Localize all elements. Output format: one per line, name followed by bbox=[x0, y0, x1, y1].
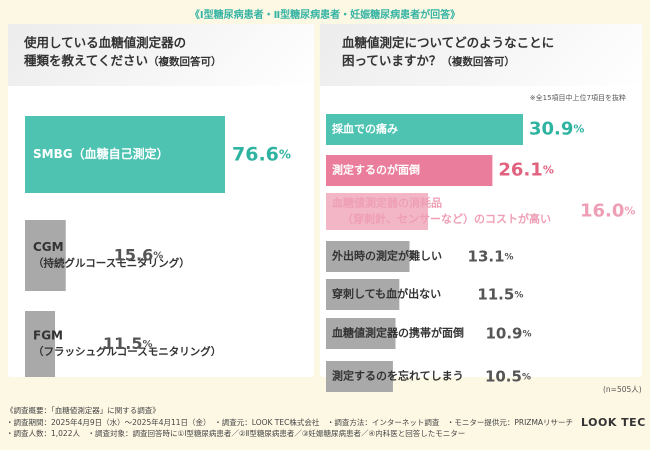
right-bar-3 bbox=[326, 241, 410, 272]
right-bar-label-2-1: （穿刺針、センサーなど）のコストが高い bbox=[342, 212, 551, 226]
right-value-label-6: 10.5% bbox=[485, 367, 531, 385]
right-bar-label-1-0: 測定するのが面倒 bbox=[332, 163, 420, 177]
left-bar-label-1-0: CGM bbox=[33, 240, 64, 254]
sample-size-label: (n=505人) bbox=[603, 385, 642, 394]
right-value-label-4: 11.5% bbox=[477, 285, 523, 303]
left-bar-label-2-1: （フラッシュグルコースモニタリング） bbox=[33, 345, 221, 358]
survey-footer: 《調査概要：「血糖値測定器」に関する調査》 ・調査期間：2025年4月9日（水）… bbox=[6, 405, 646, 440]
right-question-line1: 血糖値測定についてどのようなことに bbox=[342, 35, 555, 50]
left-bar-label-1-1: （持続グルコースモニタリング） bbox=[33, 257, 190, 270]
top7-note: ※全15項目中上位7項目を抜粋 bbox=[529, 94, 626, 102]
left-bar-2 bbox=[25, 311, 56, 377]
left-bar-label-2-0: FGM bbox=[33, 329, 63, 343]
right-question-line2-wrap: 困っていますか？（複数回答可） bbox=[342, 52, 554, 71]
right-bar-label-0-0: 採血での痛み bbox=[332, 122, 398, 136]
left-question-line1: 使用している血糖値測定器の bbox=[24, 35, 187, 50]
brand-logo-text: LOOK TEC bbox=[581, 416, 646, 429]
left-question-suffix: （複数回答可） bbox=[148, 56, 222, 68]
right-bar-1 bbox=[326, 155, 493, 186]
right-question-suffix: （複数回答可） bbox=[441, 56, 515, 68]
right-bar-label-6-0: 測定するのを忘れてしまう bbox=[332, 369, 464, 383]
right-bar-5 bbox=[326, 318, 396, 349]
right-bar-label-3-0: 外出時の測定が難しい bbox=[331, 249, 442, 263]
left-panel: 使用している血糖値測定器の 種類を教えてください（複数回答可） bbox=[8, 24, 314, 377]
right-value-label-2: 16.0% bbox=[580, 201, 635, 222]
right-value-label-1: 26.1% bbox=[498, 160, 553, 181]
footer-line3: ・調査人数：1,022人 ・調査対象：調査回答時に①Ⅰ型糖尿病患者／②Ⅱ型糖尿病… bbox=[6, 429, 466, 438]
right-bar-6 bbox=[326, 361, 393, 392]
survey-banner: 《Ⅰ型糖尿病患者・Ⅱ型糖尿病患者・妊娠糖尿病患者が回答》 bbox=[189, 10, 461, 21]
right-question-header bbox=[320, 24, 642, 86]
left-value-label-0: 76.6% bbox=[232, 143, 291, 165]
left-question-line2: 種類を教えてください bbox=[24, 53, 149, 68]
right-bar-2 bbox=[326, 193, 429, 230]
right-bar-label-2-0: 血糖値測定器の消耗品 bbox=[332, 196, 442, 210]
right-value-label-0: 30.9% bbox=[529, 119, 584, 140]
footer-line2: ・調査期間：2025年4月9日（水）〜2025年4月11日（金） ・調査元：LO… bbox=[6, 417, 574, 427]
left-question: 使用している血糖値測定器の 種類を教えてください（複数回答可） bbox=[24, 34, 222, 71]
right-value-label-5: 10.9% bbox=[485, 324, 531, 342]
right-value-label-3: 13.1% bbox=[468, 247, 514, 265]
right-bar-label-4-0: 穿刺しても血が出ない bbox=[332, 287, 441, 301]
right-bar-label-5-0: 血糖値測定器の携帯が面倒 bbox=[332, 326, 464, 340]
left-value-label-2: 11.5% bbox=[103, 334, 153, 353]
left-bar-0 bbox=[25, 116, 225, 193]
left-bar-1 bbox=[25, 220, 66, 291]
footer-line1: 《調査概要：「血糖値測定器」に関する調査》 bbox=[6, 406, 160, 415]
left-value-label-1: 15.6% bbox=[114, 245, 164, 264]
left-question-line2-wrap: 種類を教えてください（複数回答可） bbox=[24, 52, 222, 71]
right-bar-0 bbox=[326, 114, 523, 145]
right-bar-4 bbox=[326, 279, 400, 310]
left-question-header bbox=[8, 24, 314, 86]
right-question-line2: 困っていますか？ bbox=[342, 53, 442, 68]
left-bar-label-0-0: SMBG（血糖自己測定） bbox=[33, 146, 169, 161]
right-question: 血糖値測定についてどのようなことに 困っていますか？（複数回答可） bbox=[342, 34, 554, 71]
